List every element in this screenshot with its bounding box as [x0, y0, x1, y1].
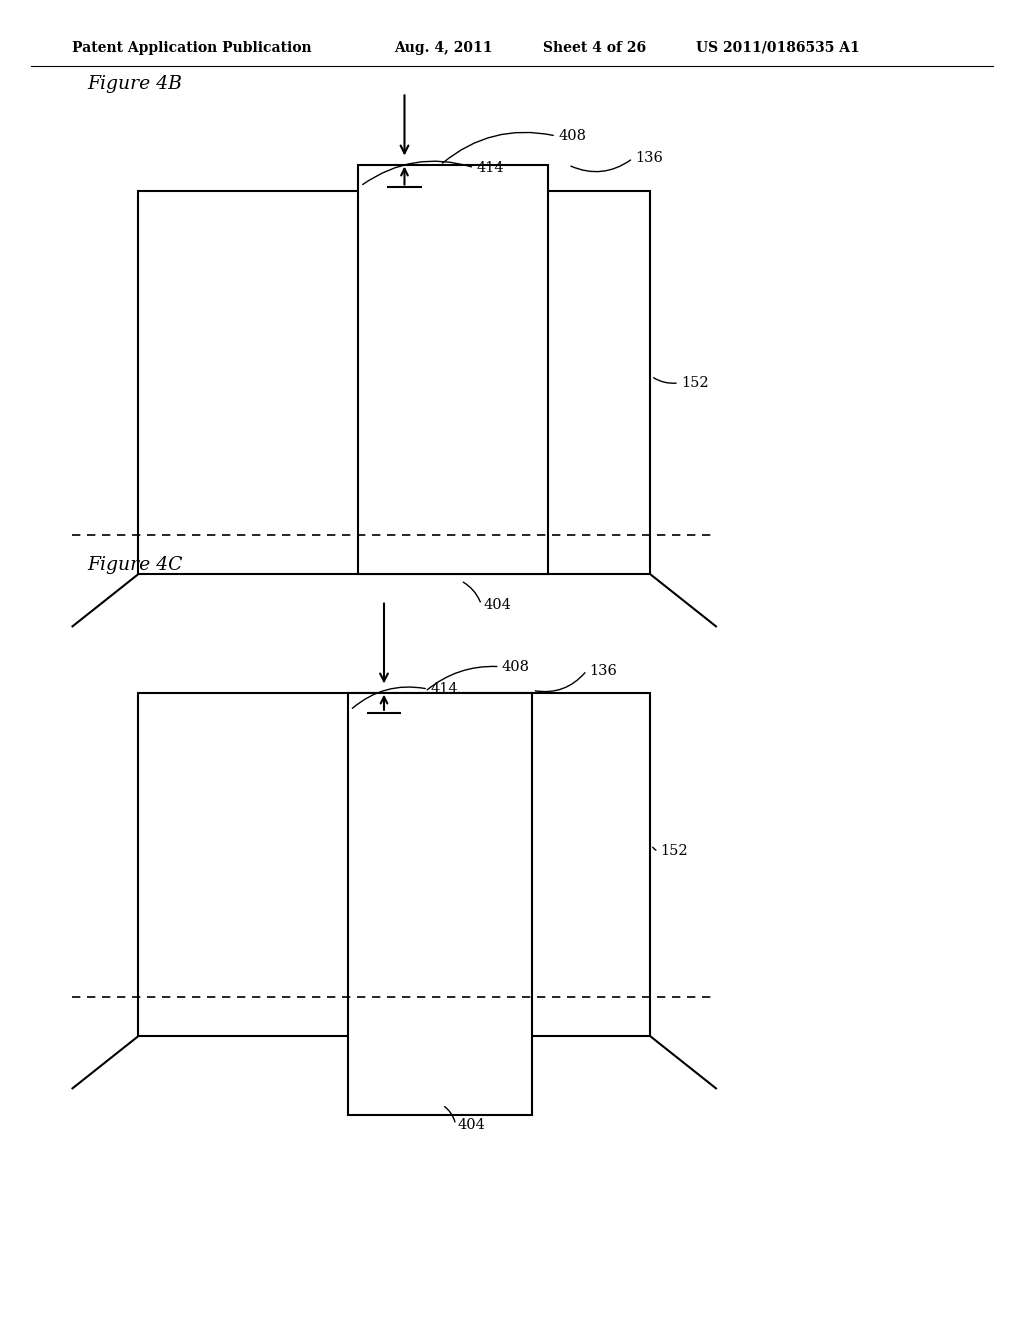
Text: 152: 152 — [681, 376, 709, 389]
Text: Patent Application Publication: Patent Application Publication — [72, 41, 311, 54]
Text: 404: 404 — [483, 598, 511, 611]
Text: 414: 414 — [476, 161, 504, 174]
Text: Figure 4C: Figure 4C — [87, 556, 182, 574]
Text: 152: 152 — [660, 845, 688, 858]
Text: 136: 136 — [635, 152, 663, 165]
Bar — [348, 693, 532, 1115]
Text: Sheet 4 of 26: Sheet 4 of 26 — [543, 41, 646, 54]
Bar — [358, 165, 548, 574]
Bar — [138, 191, 650, 574]
Text: 136: 136 — [589, 664, 616, 677]
Text: Figure 4B: Figure 4B — [87, 75, 182, 94]
Text: US 2011/0186535 A1: US 2011/0186535 A1 — [696, 41, 860, 54]
Text: 404: 404 — [458, 1118, 485, 1131]
Text: 414: 414 — [430, 682, 458, 696]
Bar — [138, 693, 650, 1036]
Text: 408: 408 — [558, 129, 586, 143]
Text: 408: 408 — [502, 660, 529, 673]
Text: Aug. 4, 2011: Aug. 4, 2011 — [394, 41, 493, 54]
